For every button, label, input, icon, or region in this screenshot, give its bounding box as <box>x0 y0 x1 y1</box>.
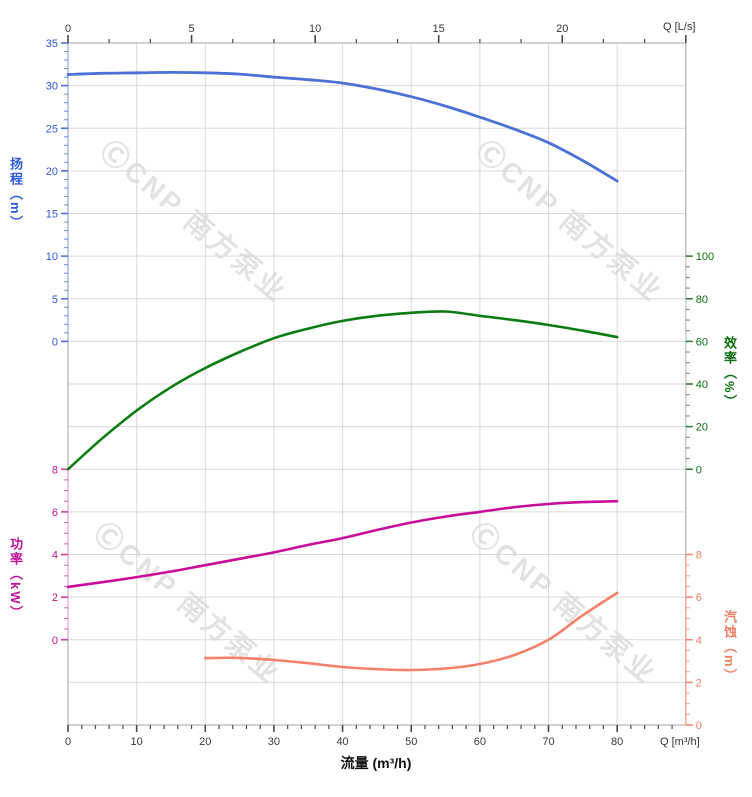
head-curve <box>66 71 619 183</box>
svg-text:20: 20 <box>46 166 58 178</box>
npsh-axis: 0 2 4 6 8 <box>685 550 702 732</box>
power-axis: 0 2 4 6 8 <box>52 464 68 647</box>
top-axis-unit-label: Q [L/s] <box>663 21 696 33</box>
svg-text:5: 5 <box>52 294 58 306</box>
svg-text:0: 0 <box>65 736 71 748</box>
svg-text:20: 20 <box>199 736 211 748</box>
svg-text:10: 10 <box>46 251 58 263</box>
svg-text:15: 15 <box>433 23 445 35</box>
bottom-axis-unit-label: Q [m³/h] <box>660 736 700 748</box>
svg-text:6: 6 <box>696 592 702 604</box>
svg-text:4: 4 <box>52 550 58 562</box>
npsh-curve <box>204 591 619 672</box>
svg-text:40: 40 <box>336 736 348 748</box>
svg-text:30: 30 <box>46 81 58 93</box>
svg-text:20: 20 <box>696 422 708 434</box>
power-axis-title: 功率（kW） <box>8 537 23 621</box>
bottom-axis: 0 10 20 30 40 50 60 70 80 <box>65 725 673 748</box>
head-axis: 0 5 10 15 20 25 30 35 <box>46 38 68 348</box>
svg-text:15: 15 <box>46 209 58 221</box>
efficiency-curve <box>66 310 619 471</box>
svg-text:6: 6 <box>52 507 58 519</box>
svg-text:10: 10 <box>131 736 143 748</box>
svg-text:80: 80 <box>696 294 708 306</box>
svg-text:8: 8 <box>696 550 702 562</box>
svg-text:70: 70 <box>542 736 554 748</box>
svg-text:0: 0 <box>52 336 58 348</box>
grid <box>68 43 686 725</box>
svg-text:10: 10 <box>309 23 321 35</box>
svg-text:0: 0 <box>696 720 702 732</box>
svg-text:2: 2 <box>52 592 58 604</box>
npsh-axis-title: 汽蚀（m） <box>722 610 737 684</box>
svg-text:60: 60 <box>474 736 486 748</box>
top-axis: 0 5 10 15 20 <box>65 23 687 43</box>
svg-text:5: 5 <box>188 23 194 35</box>
svg-text:8: 8 <box>52 464 58 476</box>
svg-text:35: 35 <box>46 38 58 50</box>
svg-text:25: 25 <box>46 123 58 135</box>
svg-text:0: 0 <box>65 23 71 35</box>
svg-text:50: 50 <box>405 736 417 748</box>
svg-text:0: 0 <box>52 635 58 647</box>
svg-text:60: 60 <box>696 336 708 348</box>
power-curve <box>66 499 619 589</box>
svg-text:20: 20 <box>556 23 568 35</box>
svg-text:4: 4 <box>696 635 702 647</box>
efficiency-axis-title: 效率（%） <box>722 336 737 410</box>
svg-text:100: 100 <box>696 251 714 263</box>
svg-text:80: 80 <box>611 736 623 748</box>
svg-text:2: 2 <box>696 677 702 689</box>
svg-text:30: 30 <box>268 736 280 748</box>
svg-text:40: 40 <box>696 379 708 391</box>
head-axis-title: 扬程（m） <box>8 157 23 231</box>
x-axis-title: 流量 (m³/h) <box>340 755 412 771</box>
efficiency-axis: 0 20 40 60 80 100 <box>685 251 714 476</box>
svg-text:0: 0 <box>696 464 702 476</box>
